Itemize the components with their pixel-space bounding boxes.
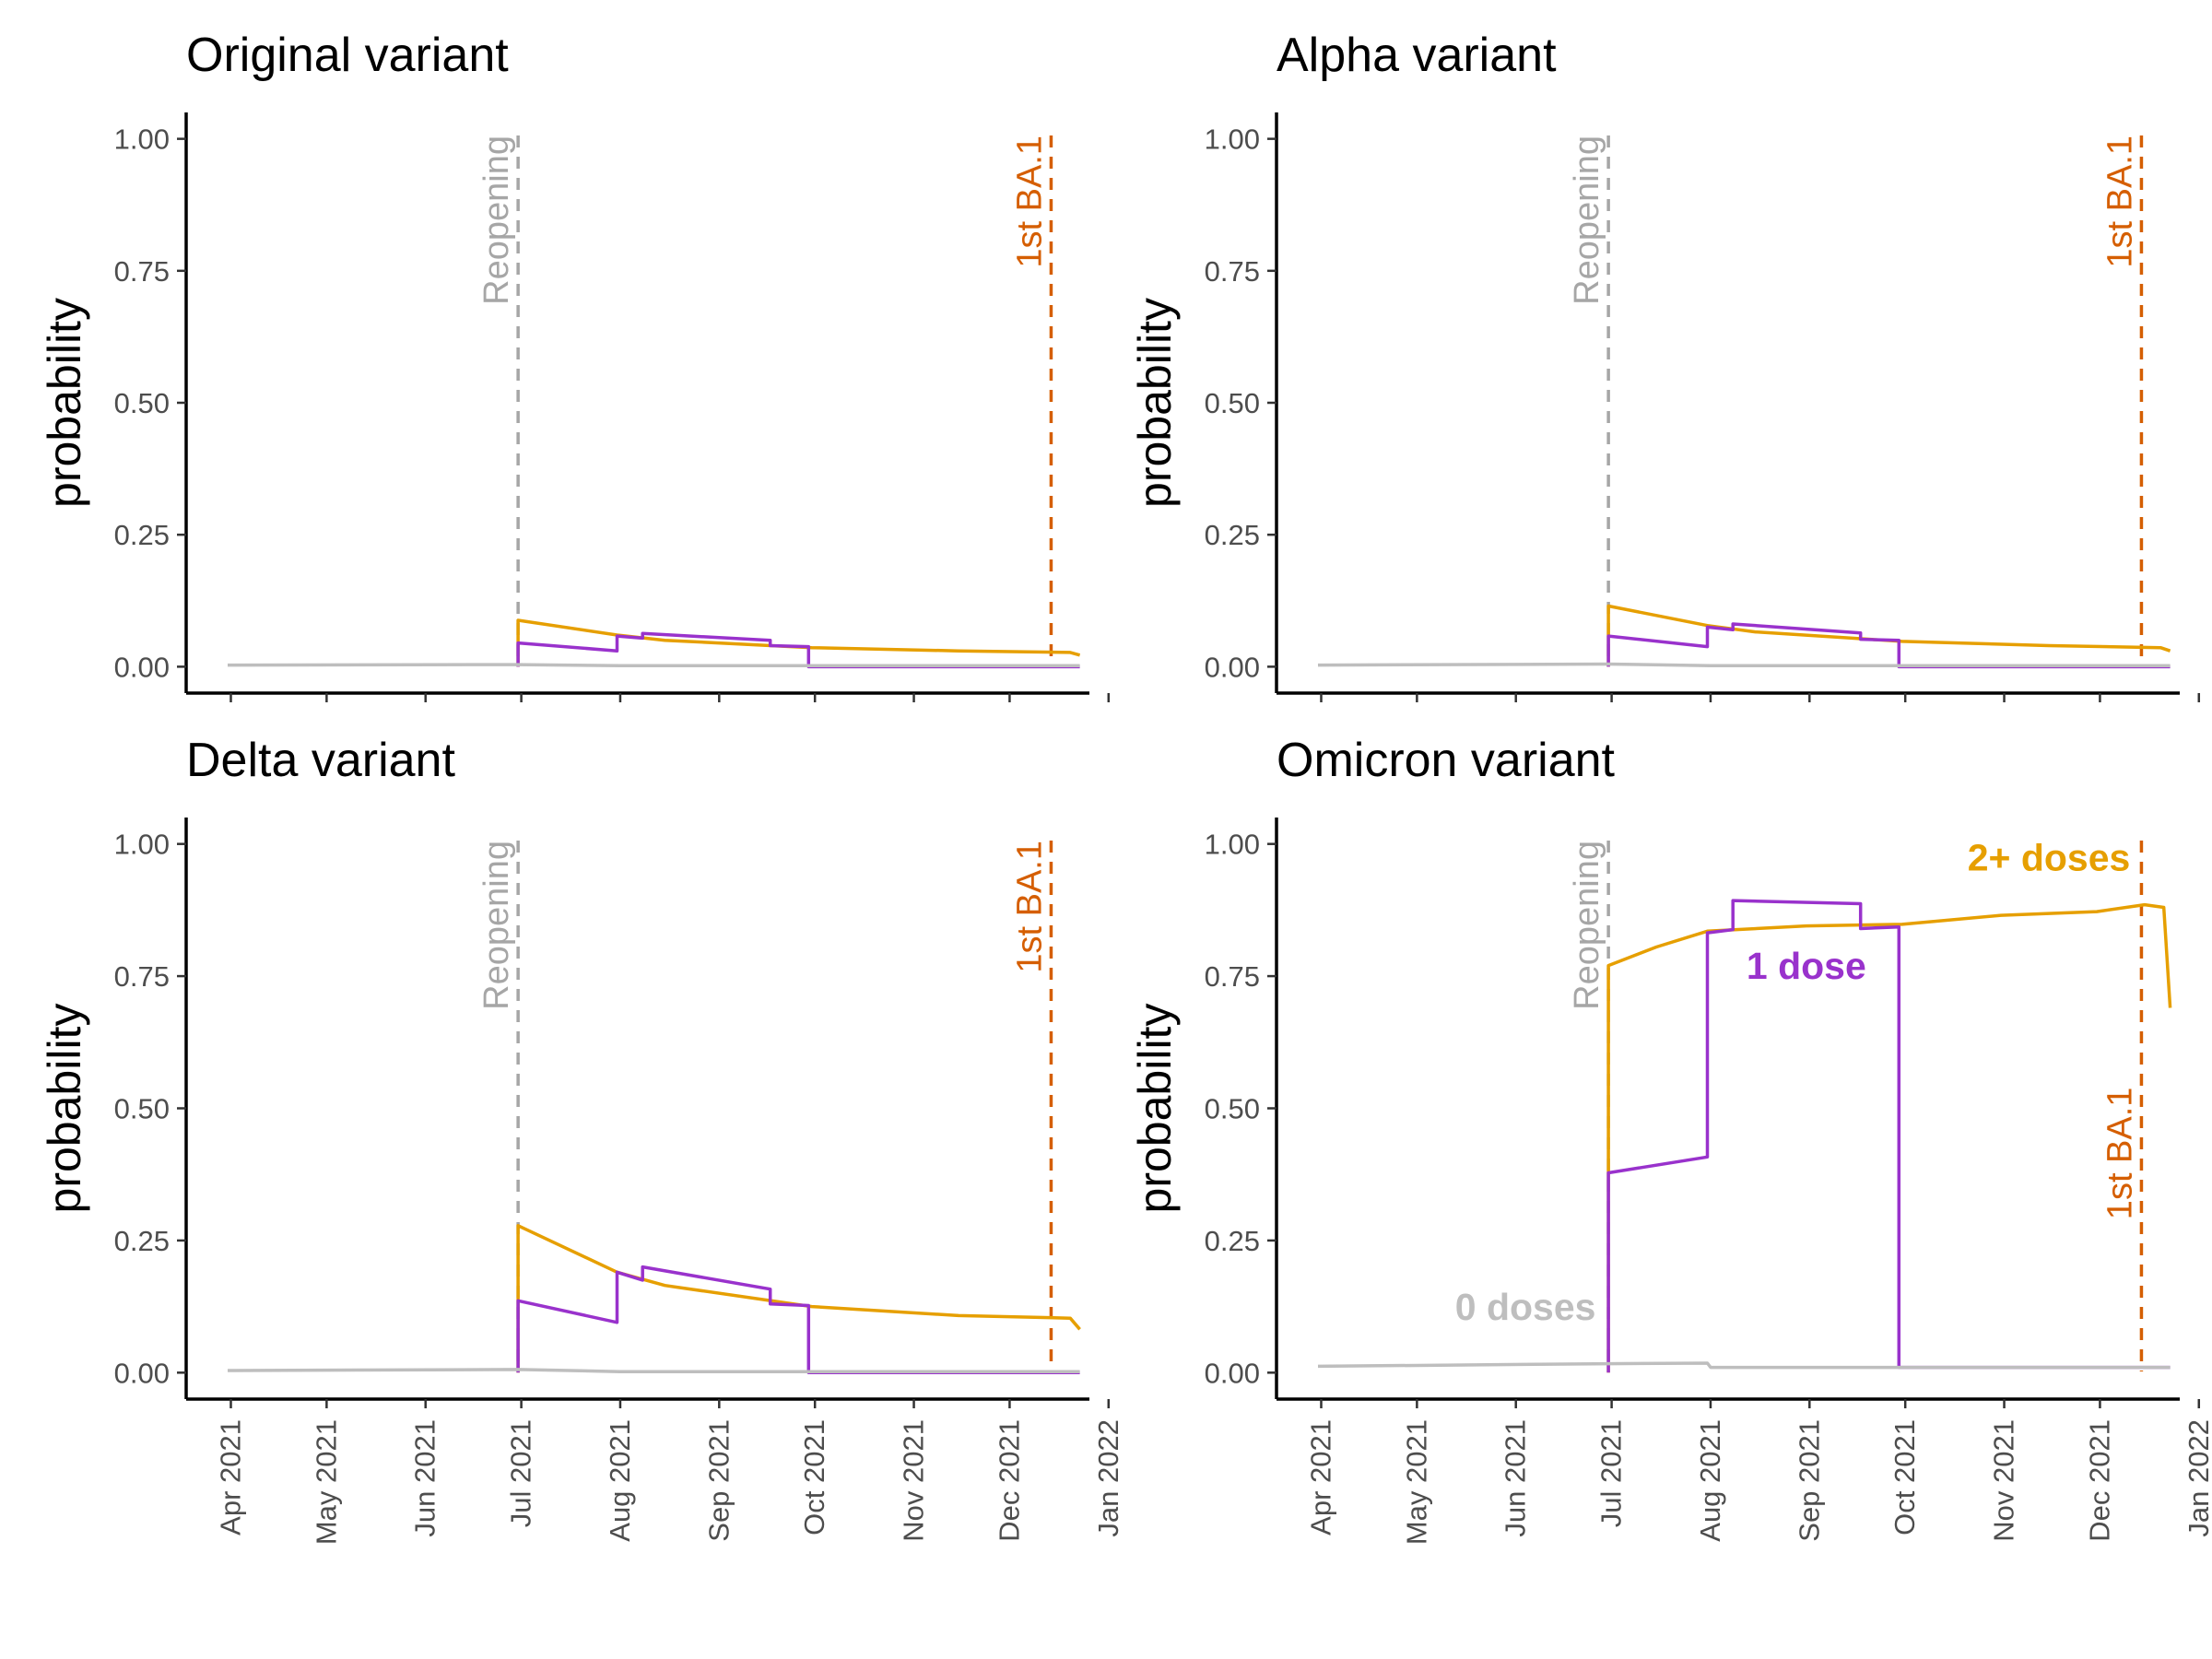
x-tick-label: Apr 2021 xyxy=(214,1419,246,1535)
series-label-2-doses: 2+ doses xyxy=(1968,836,2131,878)
series-line-1 xyxy=(516,1265,1080,1375)
panel-omicron-variant: Omicron variant probability 0.00 0.25 0.50 0.… xyxy=(1129,734,2212,1545)
reference-line-label: Reopening xyxy=(1568,135,1606,305)
series-line-1 xyxy=(516,631,1080,669)
y-tick-label: 0.25 xyxy=(114,519,170,551)
y-axis-label: probability xyxy=(1129,298,1181,508)
x-tick-label: Jan 2022 xyxy=(2183,1419,2212,1537)
x-tick-label: Jun 2021 xyxy=(1500,1419,1532,1537)
x-tick-label: Jul 2021 xyxy=(505,1419,537,1527)
x-tick-label: Jul 2021 xyxy=(1595,1419,1628,1527)
y-axis-label: probability xyxy=(1129,1004,1181,1214)
y-tick-label: 0.00 xyxy=(114,651,170,683)
y-tick-label: 0.50 xyxy=(114,387,170,419)
series-label-0-doses: 0 doses xyxy=(1455,1286,1596,1328)
y-tick-label: 0.50 xyxy=(114,1093,170,1125)
y-tick-label: 0.50 xyxy=(1205,387,1260,419)
x-tick-label: Aug 2021 xyxy=(1694,1419,1726,1542)
x-tick-label: Nov 2021 xyxy=(1988,1419,2020,1542)
y-tick-label: 0.25 xyxy=(114,1225,170,1257)
reference-line-label: 1st BA.1 xyxy=(2100,135,2139,268)
series-line-2 xyxy=(227,1368,1080,1373)
series-line-2 xyxy=(1317,1361,2171,1370)
x-tick-label: Nov 2021 xyxy=(898,1419,930,1542)
panel-title: Omicron variant xyxy=(1277,734,1616,787)
panel-title: Delta variant xyxy=(186,734,455,787)
x-tick-label: May 2021 xyxy=(1400,1419,1432,1545)
y-tick-label: 0.25 xyxy=(1205,519,1260,551)
y-tick-label: 1.00 xyxy=(114,124,170,156)
reference-line-label: 1st BA.1 xyxy=(1010,135,1049,268)
y-tick-label: 0.50 xyxy=(1205,1093,1260,1125)
y-tick-label: 1.00 xyxy=(1205,829,1260,861)
y-tick-label: 1.00 xyxy=(1205,124,1260,156)
y-tick-label: 1.00 xyxy=(114,829,170,861)
y-tick-label: 0.00 xyxy=(114,1357,170,1389)
panel-alpha-variant: Alpha variant probability 0.00 0.25 0.50 0.75… xyxy=(1129,29,2201,702)
reference-line-label: Reopening xyxy=(1568,841,1606,1010)
reference-line-label: Reopening xyxy=(477,841,516,1010)
reference-line-label: 1st BA.1 xyxy=(2100,1088,2139,1220)
y-tick-label: 0.75 xyxy=(114,255,170,288)
panel-title: Alpha variant xyxy=(1277,29,1557,82)
y-axis-label: probability xyxy=(39,1004,90,1214)
series-line-2 xyxy=(1317,662,2171,667)
series-line-0 xyxy=(516,618,1081,667)
x-tick-label: Apr 2021 xyxy=(1304,1419,1336,1535)
x-tick-label: Dec 2021 xyxy=(2083,1419,2115,1542)
x-tick-label: Jan 2022 xyxy=(1092,1419,1124,1537)
series-line-0 xyxy=(1606,604,2171,667)
y-tick-label: 0.00 xyxy=(1205,1357,1260,1389)
x-tick-label: Oct 2021 xyxy=(798,1419,830,1535)
series-line-1 xyxy=(1606,899,2171,1373)
panel-original-variant: Original variant probability 0.00 0.25 0.50 0… xyxy=(39,29,1111,702)
x-tick-label: Oct 2021 xyxy=(1888,1419,1921,1535)
x-tick-label: Sep 2021 xyxy=(1793,1419,1825,1542)
x-tick-label: Sep 2021 xyxy=(702,1419,735,1542)
series-label-1-dose: 1 dose xyxy=(1747,945,1866,987)
x-tick-label: Dec 2021 xyxy=(993,1419,1025,1542)
x-tick-label: May 2021 xyxy=(310,1419,342,1545)
y-tick-label: 0.75 xyxy=(114,960,170,993)
y-axis-label: probability xyxy=(39,298,90,508)
series-line-1 xyxy=(1606,622,2171,669)
series-line-0 xyxy=(1606,902,2172,1373)
y-tick-label: 0.25 xyxy=(1205,1225,1260,1257)
x-tick-label: Aug 2021 xyxy=(604,1419,636,1542)
reference-line-label: Reopening xyxy=(477,135,516,305)
series-line-0 xyxy=(516,1224,1081,1373)
x-tick-label: Jun 2021 xyxy=(409,1419,441,1537)
reference-line-label: 1st BA.1 xyxy=(1010,841,1049,973)
y-tick-label: 0.75 xyxy=(1205,960,1260,993)
panel-title: Original variant xyxy=(186,29,509,82)
y-tick-label: 0.00 xyxy=(1205,651,1260,683)
y-tick-label: 0.75 xyxy=(1205,255,1260,288)
panel-delta-variant: Delta variant probability 0.00 0.25 0.50 0.75… xyxy=(39,734,1124,1545)
